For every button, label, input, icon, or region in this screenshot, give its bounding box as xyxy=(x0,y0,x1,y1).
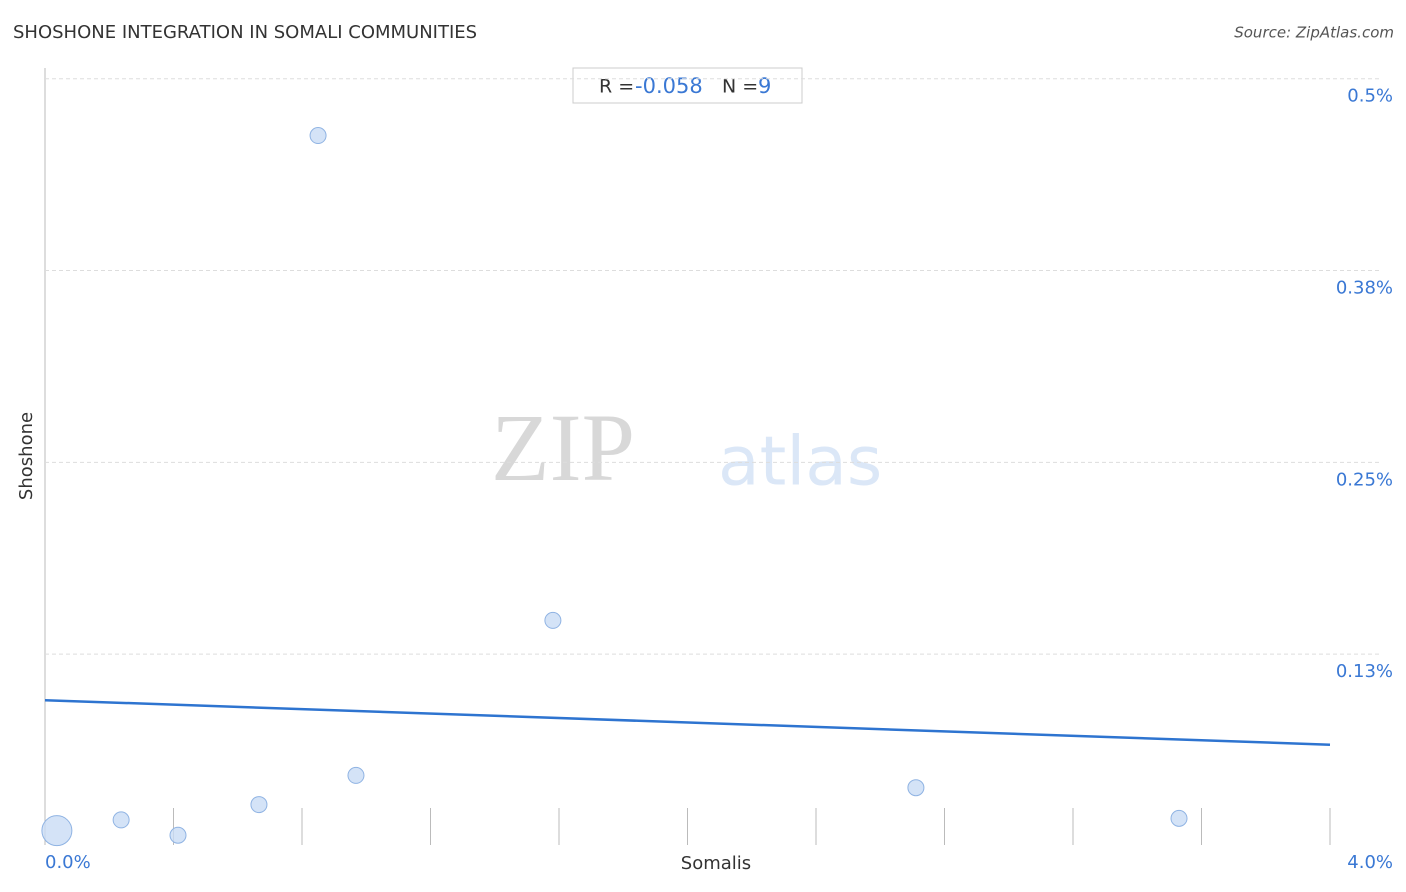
trend-line xyxy=(44,698,1331,746)
chart-title: SHOSHONE INTEGRATION IN SOMALI COMMUNITI… xyxy=(13,22,477,43)
x-tick-label: 0.0% xyxy=(45,852,91,873)
point xyxy=(169,826,187,844)
y-axis-label: Shoshone xyxy=(16,412,37,500)
point xyxy=(250,796,268,814)
point xyxy=(907,779,925,797)
point xyxy=(544,611,562,629)
n-value: 9 xyxy=(758,74,771,98)
source: Source: ZipAtlas.com xyxy=(1234,24,1394,42)
y-tick-label: 0.5% xyxy=(1347,86,1393,107)
point xyxy=(1170,809,1188,827)
watermark: ZIP xyxy=(491,394,635,501)
point xyxy=(309,127,327,145)
y-tick-label: 0.38% xyxy=(1336,278,1393,299)
y-tick-label: 0.25% xyxy=(1336,469,1393,490)
x-tick-label: 4.0% xyxy=(1347,852,1393,873)
r-value: -0.058 xyxy=(635,74,703,98)
point xyxy=(347,766,365,784)
point xyxy=(41,815,73,847)
stats-box xyxy=(572,67,803,104)
r-label: R = xyxy=(599,76,634,98)
y-tick-label: 0.13% xyxy=(1336,661,1393,682)
point xyxy=(112,811,130,829)
x-axis-label: Somalis xyxy=(681,853,751,874)
n-label: N = xyxy=(722,76,758,98)
